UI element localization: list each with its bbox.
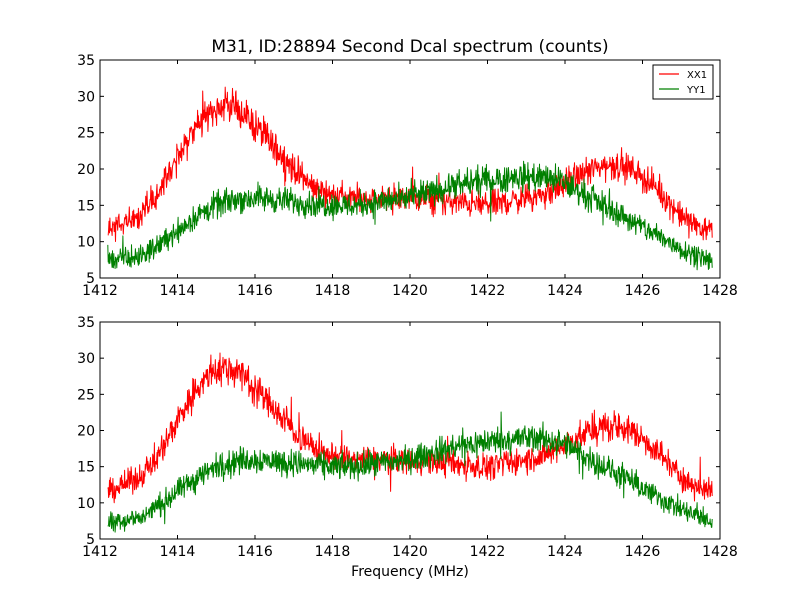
y-tick-label: 15 [77, 198, 95, 214]
x-tick-label: 1422 [470, 544, 506, 560]
y-tick-label: 30 [77, 351, 95, 367]
legend-box [652, 64, 714, 100]
top-spectrum-panel: 1412 1414 1416 1418 1420 1422 1424 1426 1428 5 10 1… [77, 53, 738, 299]
x-tick-label: 1420 [392, 283, 428, 299]
y-tick-label: 20 [77, 424, 95, 440]
x-tick-label: 1422 [470, 283, 506, 299]
x-tick-label: 1428 [702, 544, 738, 560]
y-tick-label: 25 [77, 126, 95, 142]
x-tick-label: 1426 [625, 283, 661, 299]
x-tick-label: 1416 [237, 283, 273, 299]
series-line-series-1 [107, 411, 713, 533]
x-tick-label: 1418 [315, 283, 351, 299]
y-tick-label: 25 [77, 387, 95, 403]
x-tick-label: 1426 [625, 544, 661, 560]
x-tick-label: 1428 [702, 283, 738, 299]
legend-label-yy1: YY1 [686, 85, 706, 96]
x-tick-label: 1424 [547, 283, 583, 299]
y-tick-label: 15 [77, 460, 95, 476]
x-tick-label: 1416 [237, 544, 273, 560]
x-tick-label: 1420 [392, 544, 428, 560]
y-tick-label: 35 [77, 315, 95, 331]
series-line-series-0 [107, 352, 713, 504]
y-tick-label: 30 [77, 89, 95, 105]
y-tick-label: 20 [77, 162, 95, 178]
x-axis-label: Frequency (MHz) [351, 564, 469, 580]
x-tick-label: 1412 [82, 544, 118, 560]
y-tick-label: 10 [77, 235, 95, 251]
bottom-spectrum-panel: 1412 1414 1416 1418 1420 1422 1424 1426 1428 5 10 1… [77, 315, 738, 560]
y-tick-label: 5 [86, 271, 95, 287]
legend-label-xx1: XX1 [687, 70, 707, 81]
y-tick-label: 5 [86, 532, 95, 548]
x-tick-label: 1424 [547, 544, 583, 560]
x-tick-label: 1418 [315, 544, 351, 560]
series-line-yy1 [107, 160, 713, 271]
x-tick-label: 1412 [82, 283, 118, 299]
chart-title: M31, ID:28894 Second Dcal spectrum (coun… [211, 37, 608, 57]
x-tick-label: 1414 [160, 544, 196, 560]
x-tick-label: 1414 [160, 283, 196, 299]
y-tick-label: 10 [77, 496, 95, 512]
y-tick-label: 35 [77, 53, 95, 69]
